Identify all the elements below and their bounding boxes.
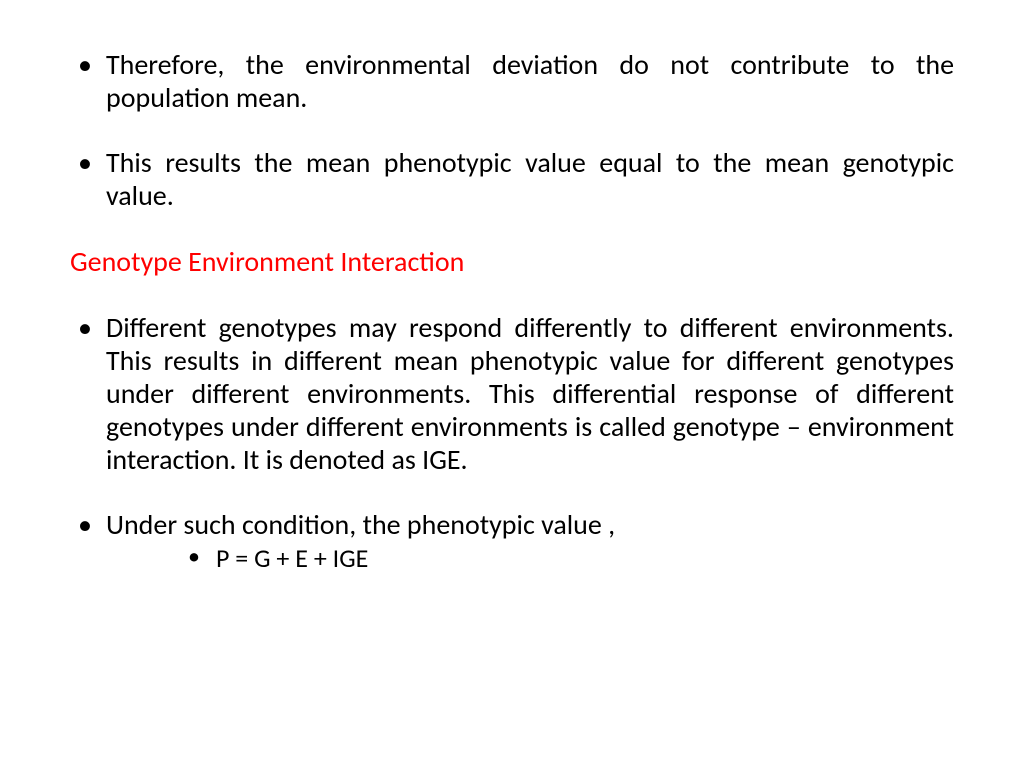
bullet-list: Different genotypes may respond differen…: [70, 311, 954, 574]
bullet-item: Under such condition, the phenotypic val…: [70, 508, 954, 574]
section-heading: Genotype Environment Interaction: [70, 244, 954, 279]
bullet-item: Different genotypes may respond differen…: [70, 311, 954, 476]
sub-bullet-item: P = G + E + IGE: [106, 543, 954, 574]
bullet-list: Therefore, the environmental deviation d…: [70, 48, 954, 212]
bullet-item: This results the mean phenotypic value e…: [70, 146, 954, 212]
sub-bullet-list: P = G + E + IGE: [106, 543, 954, 574]
bullet-text: Under such condition, the phenotypic val…: [106, 507, 615, 542]
bullet-item: Therefore, the environmental deviation d…: [70, 48, 954, 114]
